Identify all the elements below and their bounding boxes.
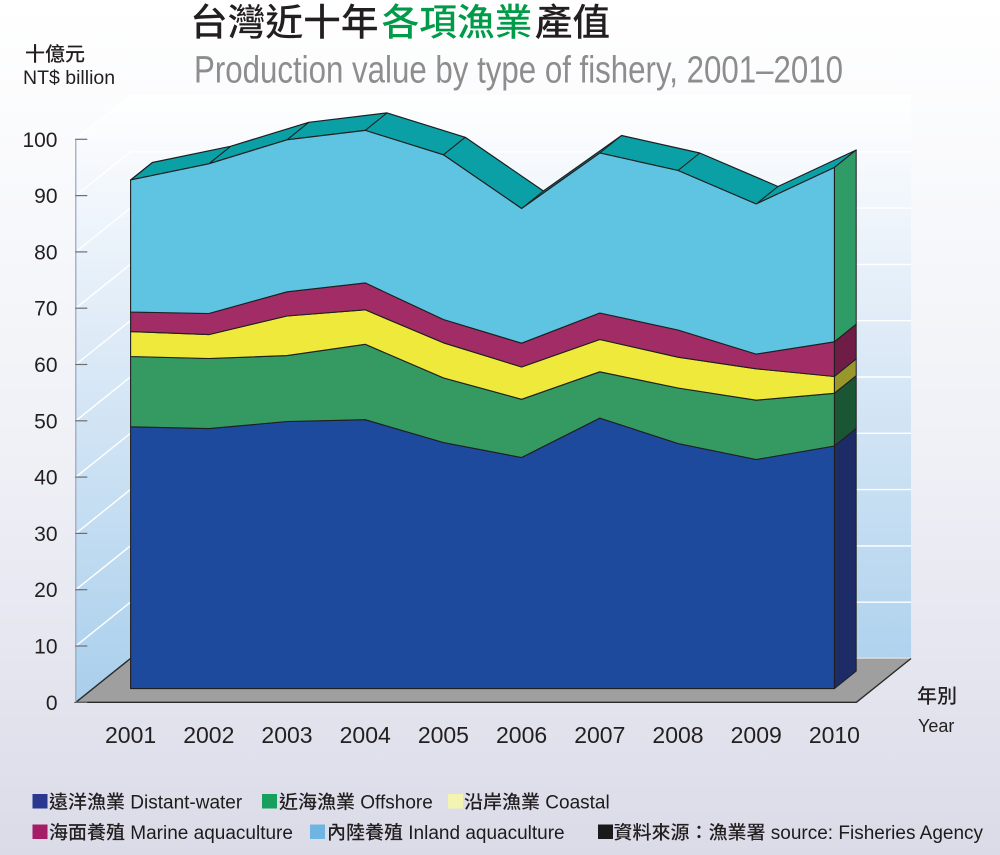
svg-text:30: 30 bbox=[34, 523, 57, 546]
svg-text:0: 0 bbox=[46, 692, 58, 715]
svg-text:10: 10 bbox=[34, 636, 57, 659]
svg-text:Marine aquaculture: Marine aquaculture bbox=[125, 823, 293, 844]
svg-text:50: 50 bbox=[34, 410, 57, 433]
svg-text:Inland aquaculture: Inland aquaculture bbox=[403, 823, 565, 844]
svg-text:2010: 2010 bbox=[809, 722, 860, 748]
svg-text:source: Fisheries Agency: source: Fisheries Agency bbox=[766, 823, 984, 844]
svg-text:2003: 2003 bbox=[261, 722, 312, 748]
svg-text:Offshore: Offshore bbox=[355, 793, 433, 814]
svg-text:Production value by type of fi: Production value by type of fishery, 200… bbox=[194, 50, 843, 92]
svg-text:Year: Year bbox=[918, 716, 954, 736]
svg-text:20: 20 bbox=[34, 579, 57, 602]
svg-text:80: 80 bbox=[34, 241, 57, 264]
svg-text:2002: 2002 bbox=[183, 722, 234, 748]
svg-text:2004: 2004 bbox=[340, 722, 391, 748]
svg-text:NT$ billion: NT$ billion bbox=[23, 67, 115, 89]
svg-text:100: 100 bbox=[22, 129, 57, 152]
svg-text:2009: 2009 bbox=[731, 722, 782, 748]
svg-text:2001: 2001 bbox=[105, 722, 156, 748]
svg-text:2008: 2008 bbox=[652, 722, 703, 748]
svg-text:Distant-water: Distant-water bbox=[125, 793, 243, 814]
svg-text:40: 40 bbox=[34, 467, 57, 490]
svg-text:2007: 2007 bbox=[574, 722, 625, 748]
svg-text:60: 60 bbox=[34, 354, 57, 377]
svg-text:2005: 2005 bbox=[418, 722, 469, 748]
svg-text:70: 70 bbox=[34, 298, 57, 321]
svg-text:Coastal: Coastal bbox=[540, 793, 610, 814]
svg-text:90: 90 bbox=[34, 185, 57, 208]
svg-text:2006: 2006 bbox=[496, 722, 547, 748]
